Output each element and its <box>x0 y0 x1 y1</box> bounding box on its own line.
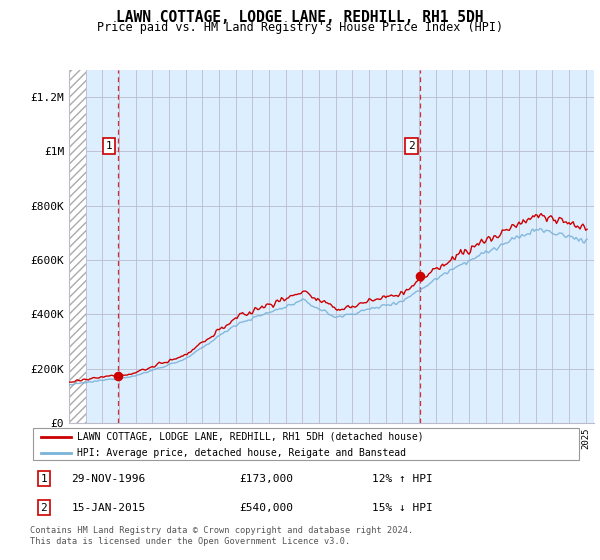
Text: £540,000: £540,000 <box>240 503 294 512</box>
Text: Price paid vs. HM Land Registry's House Price Index (HPI): Price paid vs. HM Land Registry's House … <box>97 21 503 34</box>
Text: 15% ↓ HPI: 15% ↓ HPI <box>372 503 433 512</box>
Text: 2: 2 <box>408 141 415 151</box>
Text: 15-JAN-2015: 15-JAN-2015 <box>71 503 146 512</box>
Text: 1: 1 <box>106 141 113 151</box>
Text: HPI: Average price, detached house, Reigate and Banstead: HPI: Average price, detached house, Reig… <box>77 447 406 458</box>
Bar <box>69 70 86 423</box>
Text: 29-NOV-1996: 29-NOV-1996 <box>71 474 146 483</box>
Bar <box>69 70 86 423</box>
Point <box>415 272 424 281</box>
Text: LAWN COTTAGE, LODGE LANE, REDHILL, RH1 5DH (detached house): LAWN COTTAGE, LODGE LANE, REDHILL, RH1 5… <box>77 432 424 442</box>
Text: Contains HM Land Registry data © Crown copyright and database right 2024.
This d: Contains HM Land Registry data © Crown c… <box>30 526 413 546</box>
Point <box>113 371 122 380</box>
Text: 12% ↑ HPI: 12% ↑ HPI <box>372 474 433 483</box>
Text: LAWN COTTAGE, LODGE LANE, REDHILL, RH1 5DH: LAWN COTTAGE, LODGE LANE, REDHILL, RH1 5… <box>116 10 484 25</box>
Text: £173,000: £173,000 <box>240 474 294 483</box>
Text: 2: 2 <box>40 503 47 512</box>
FancyBboxPatch shape <box>33 428 579 460</box>
Text: 1: 1 <box>40 474 47 483</box>
